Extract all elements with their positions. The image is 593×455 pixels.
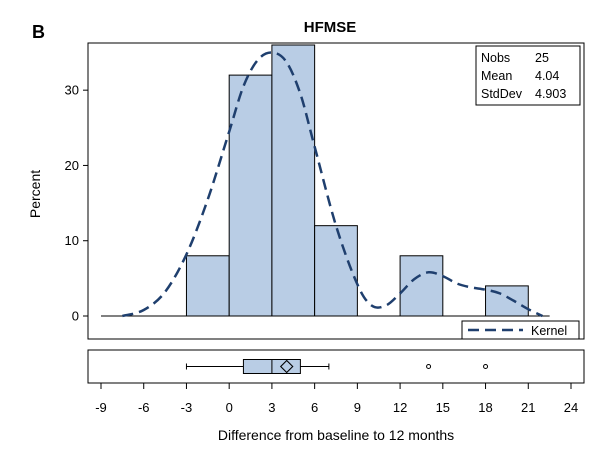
- stats-box: [475, 45, 581, 106]
- stat-value-stddev: 4.903: [535, 87, 566, 101]
- x-tick-label-3: 3: [268, 400, 275, 415]
- boxplot-mean-marker: [279, 359, 294, 374]
- x-tick-label--3: -3: [181, 400, 193, 415]
- boxplot-outlier-0: [426, 364, 432, 369]
- y-axis-label: Percent: [27, 170, 43, 218]
- legend-kernel-label: Kernel: [531, 324, 567, 338]
- stat-label-stddev: StdDev: [481, 87, 523, 101]
- histogram-bar-1: [228, 74, 273, 317]
- y-tick-label-10: 10: [65, 233, 79, 248]
- x-tick-label--6: -6: [138, 400, 150, 415]
- stats-inset: Nobs 25 Mean 4.04 StdDev 4.903: [475, 45, 581, 106]
- x-tick-label--9: -9: [95, 400, 107, 415]
- boxplot-outlier-1: [483, 364, 489, 369]
- histogram-bar-2: [271, 44, 316, 317]
- x-tick-label-12: 12: [393, 400, 407, 415]
- x-tick-label-6: 6: [311, 400, 318, 415]
- x-axis: -9 -6 -3 0 3 6 9 12 15 18 21 24: [95, 383, 578, 415]
- stat-label-mean: Mean: [481, 69, 512, 83]
- x-tick-label-9: 9: [354, 400, 361, 415]
- x-tick-label-15: 15: [436, 400, 450, 415]
- histogram-bar-0: [185, 255, 230, 317]
- y-axis: 0 10 20 30: [65, 83, 88, 324]
- x-tick-label-24: 24: [564, 400, 578, 415]
- x-axis-label: Difference from baseline to 12 months: [218, 427, 454, 443]
- y-tick-label-0: 0: [72, 309, 79, 324]
- panel-label: B: [32, 22, 45, 42]
- x-tick-label-18: 18: [478, 400, 492, 415]
- stat-value-nobs: 25: [535, 51, 549, 65]
- chart-title: HFMSE: [304, 19, 357, 36]
- legend: Kernel: [461, 320, 580, 340]
- x-tick-label-21: 21: [521, 400, 535, 415]
- histogram-bar-3: [314, 225, 358, 317]
- boxplot-frame: [87, 349, 585, 384]
- x-tick-label-0: 0: [226, 400, 233, 415]
- kernel-layer: [122, 51, 544, 318]
- kernel-density-line: [122, 51, 544, 318]
- y-tick-label-20: 20: [65, 158, 79, 173]
- stat-label-nobs: Nobs: [481, 51, 510, 65]
- boxplot-layer: [185, 359, 489, 374]
- stat-value-mean: 4.04: [535, 69, 559, 83]
- y-tick-label-30: 30: [65, 83, 79, 98]
- plot-frame: [87, 42, 585, 340]
